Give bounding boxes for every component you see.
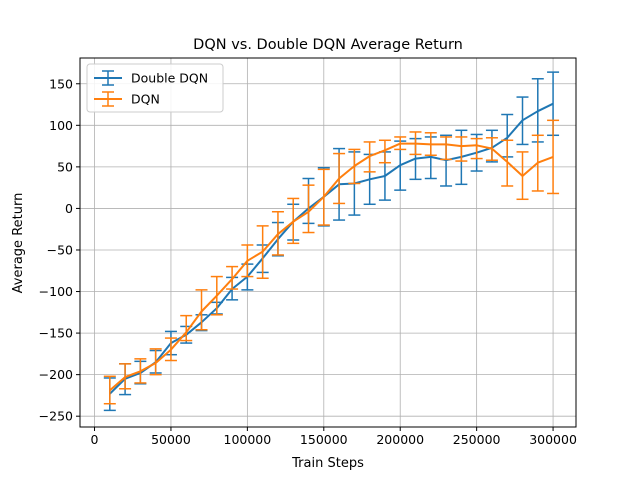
legend-label: Double DQN [131,71,208,86]
y-tick-label: −50 [47,242,73,257]
y-tick-label: 0 [65,201,73,216]
x-tick-label: 150000 [300,432,348,447]
legend-label: DQN [131,92,160,107]
y-tick-label: 50 [57,159,73,174]
y-tick-label: −100 [39,284,73,299]
y-tick-label: −150 [39,326,73,341]
x-tick-label: 250000 [453,432,501,447]
legend-entry-double-dqn: Double DQN [94,70,208,86]
series-dqn [103,119,560,405]
x-tick-label: 200000 [376,432,424,447]
y-tick-label: 100 [49,118,73,133]
x-tick-label: 50000 [151,432,191,447]
series-line-dqn [109,142,554,392]
legend-entry-dqn: DQN [94,91,160,107]
x-tick-label: 100000 [224,432,272,447]
x-tick-label: 300000 [529,432,577,447]
grid-layer [80,58,576,427]
y-tick-label: 150 [49,76,73,91]
x-axis-label: Train Steps [291,456,364,471]
series-layer [103,71,560,412]
legend: Double DQN DQN [86,63,224,113]
x-tick-label: 0 [91,432,99,447]
y-tick-label: −250 [39,409,73,424]
y-tick-label: −200 [39,367,73,382]
legend-entries: Double DQN DQN [94,70,208,107]
axes-frame [79,57,577,428]
tick-layer: 0 50000 100000 150000 200000 250000 300000 −250… [39,76,577,447]
y-axis-label: Average Return [11,193,26,294]
chart-title: DQN vs. Double DQN Average Return [193,37,463,53]
